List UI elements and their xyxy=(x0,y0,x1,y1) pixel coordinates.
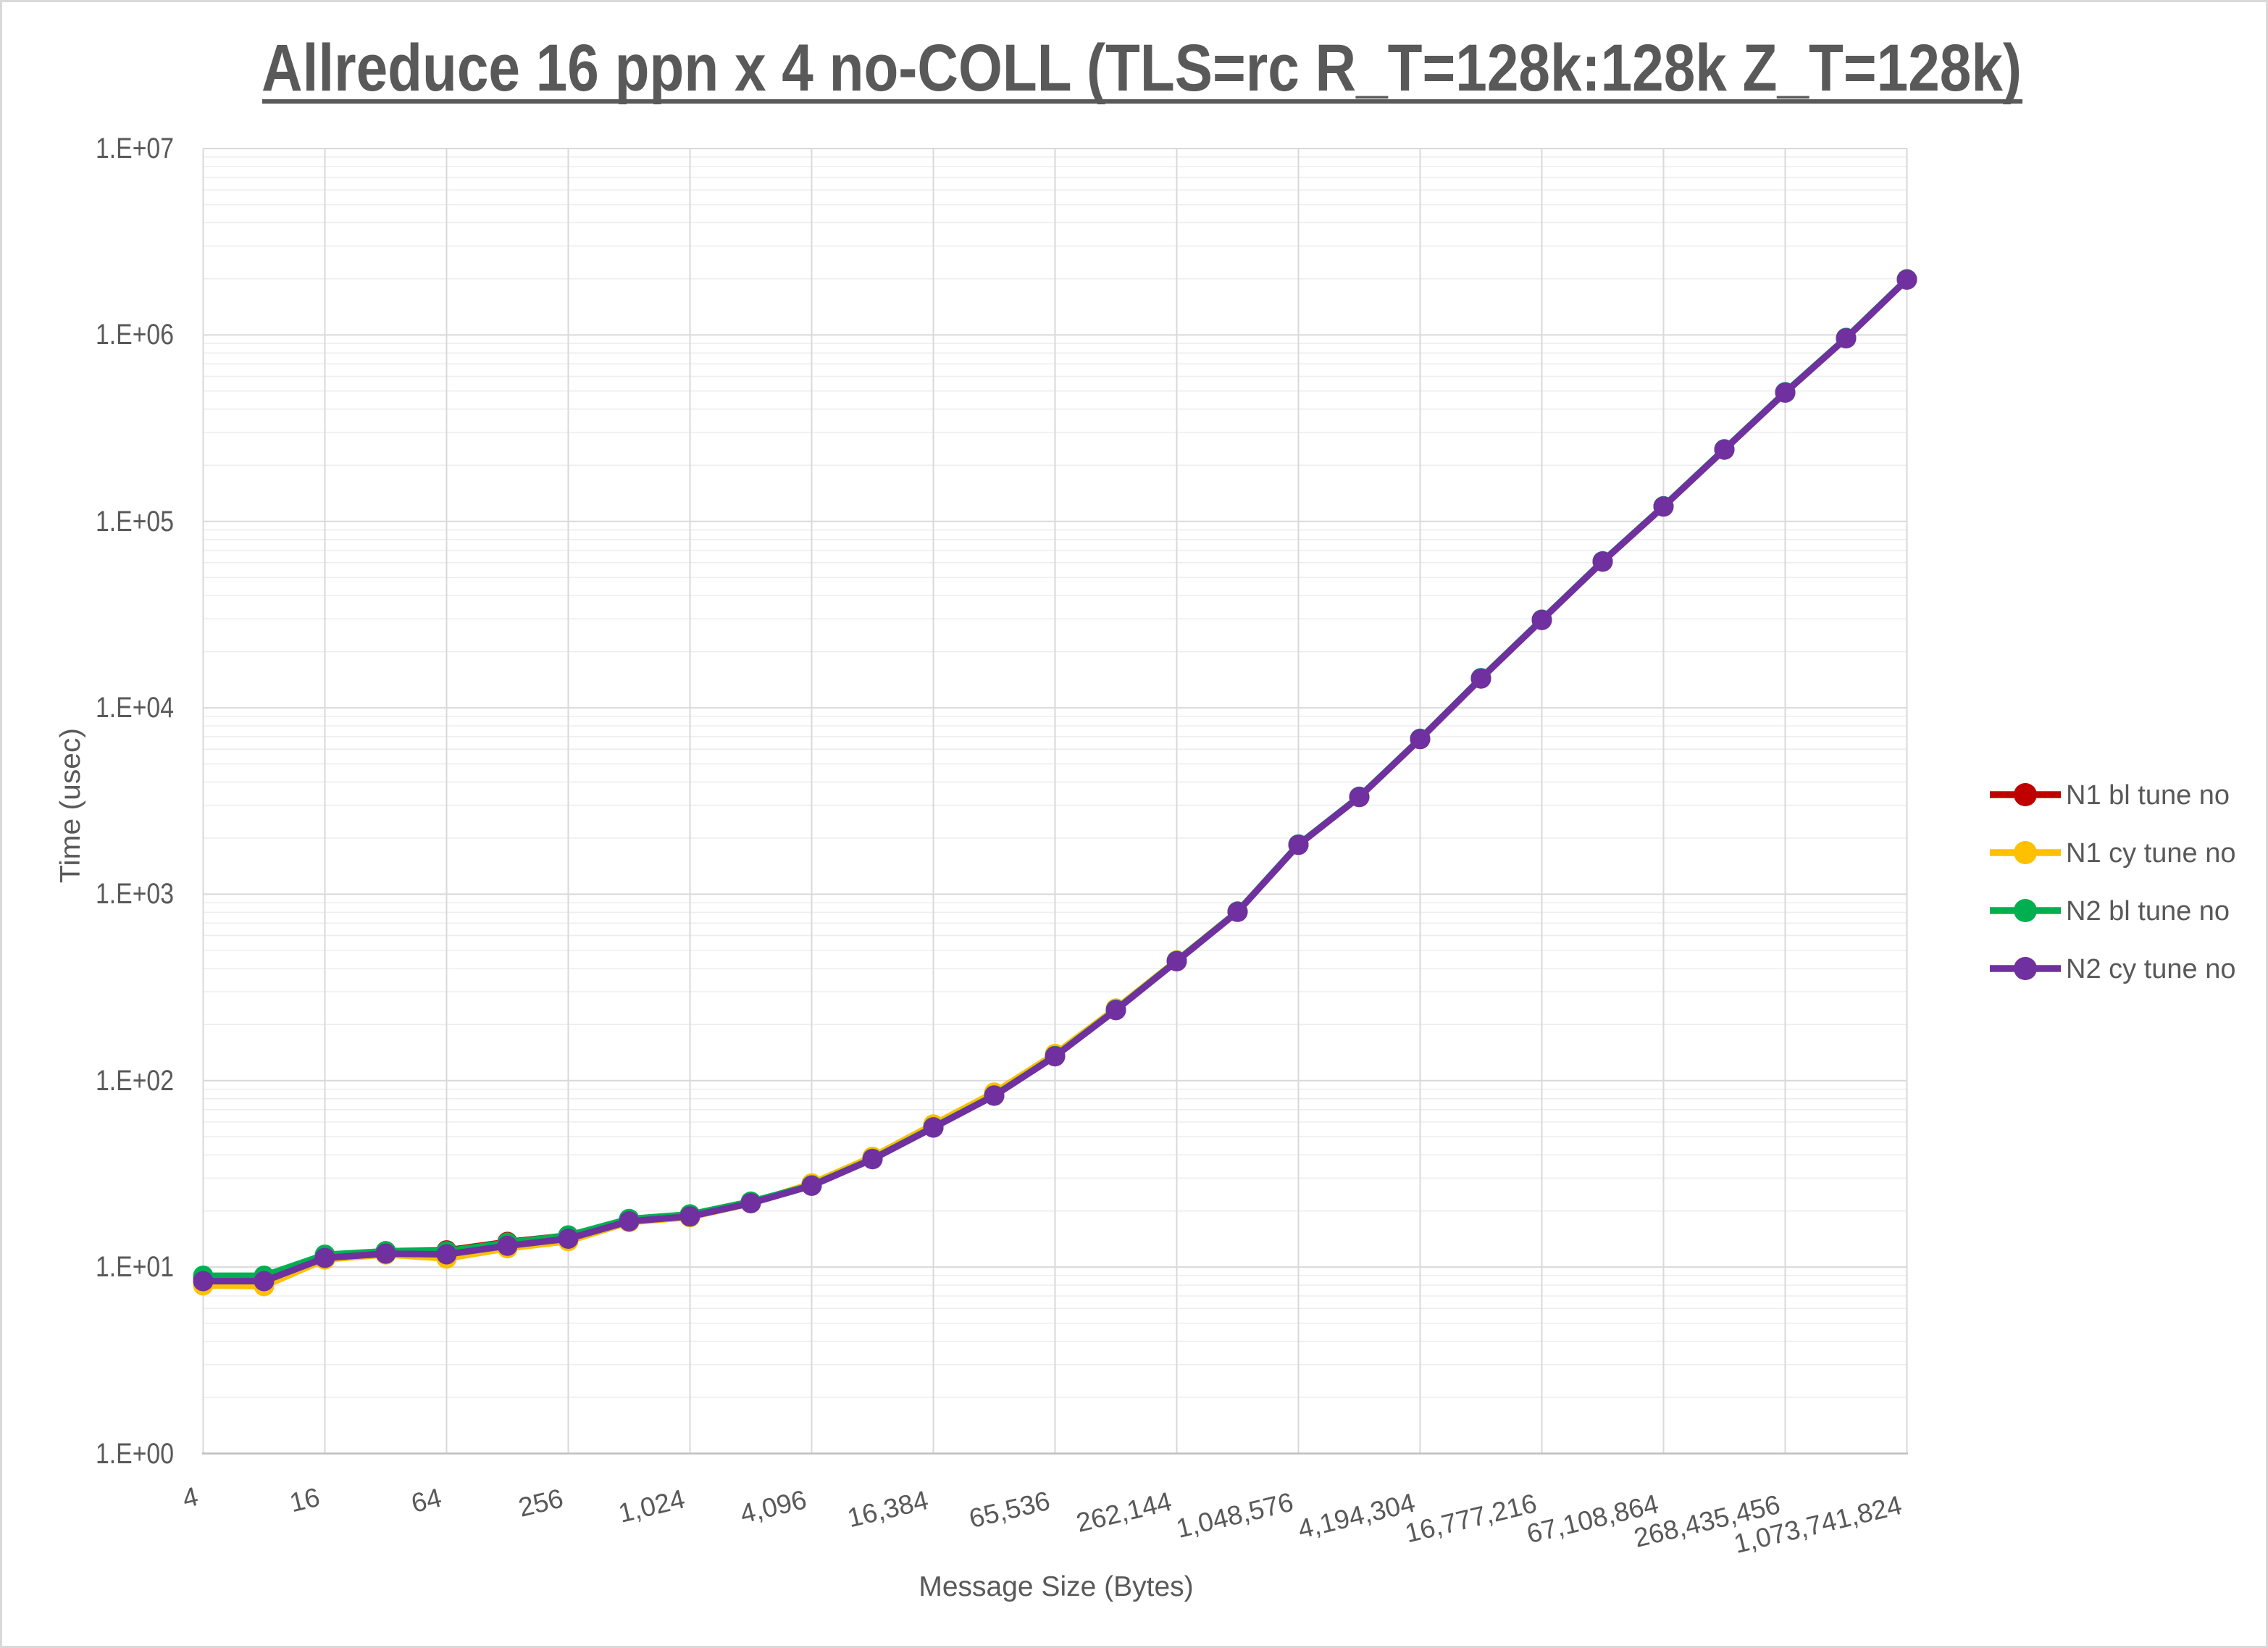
svg-text:N1 cy tune no: N1 cy tune no xyxy=(2066,838,2235,869)
svg-text:Allreduce 16 ppn x 4 no-COLL (: Allreduce 16 ppn x 4 no-COLL (TLS=rc R_T… xyxy=(261,31,2022,105)
svg-text:1.E+02: 1.E+02 xyxy=(96,1065,174,1097)
svg-text:1.E+01: 1.E+01 xyxy=(96,1251,174,1283)
svg-text:N2 cy tune no: N2 cy tune no xyxy=(2066,954,2235,984)
svg-text:64: 64 xyxy=(409,1483,445,1518)
svg-text:N1 bl tune no: N1 bl tune no xyxy=(2066,780,2230,811)
svg-text:1.E+06: 1.E+06 xyxy=(96,319,174,351)
svg-text:1.E+00: 1.E+00 xyxy=(96,1438,174,1470)
svg-text:Time (usec): Time (usec) xyxy=(55,728,86,883)
svg-text:Message Size (Bytes): Message Size (Bytes) xyxy=(919,1571,1193,1602)
svg-text:1.E+05: 1.E+05 xyxy=(96,506,174,538)
svg-text:1.E+07: 1.E+07 xyxy=(96,133,174,164)
svg-text:16: 16 xyxy=(287,1482,323,1518)
svg-text:N2 bl tune no: N2 bl tune no xyxy=(2066,896,2230,927)
svg-text:1.E+03: 1.E+03 xyxy=(96,878,174,910)
svg-text:1.E+04: 1.E+04 xyxy=(96,692,174,724)
